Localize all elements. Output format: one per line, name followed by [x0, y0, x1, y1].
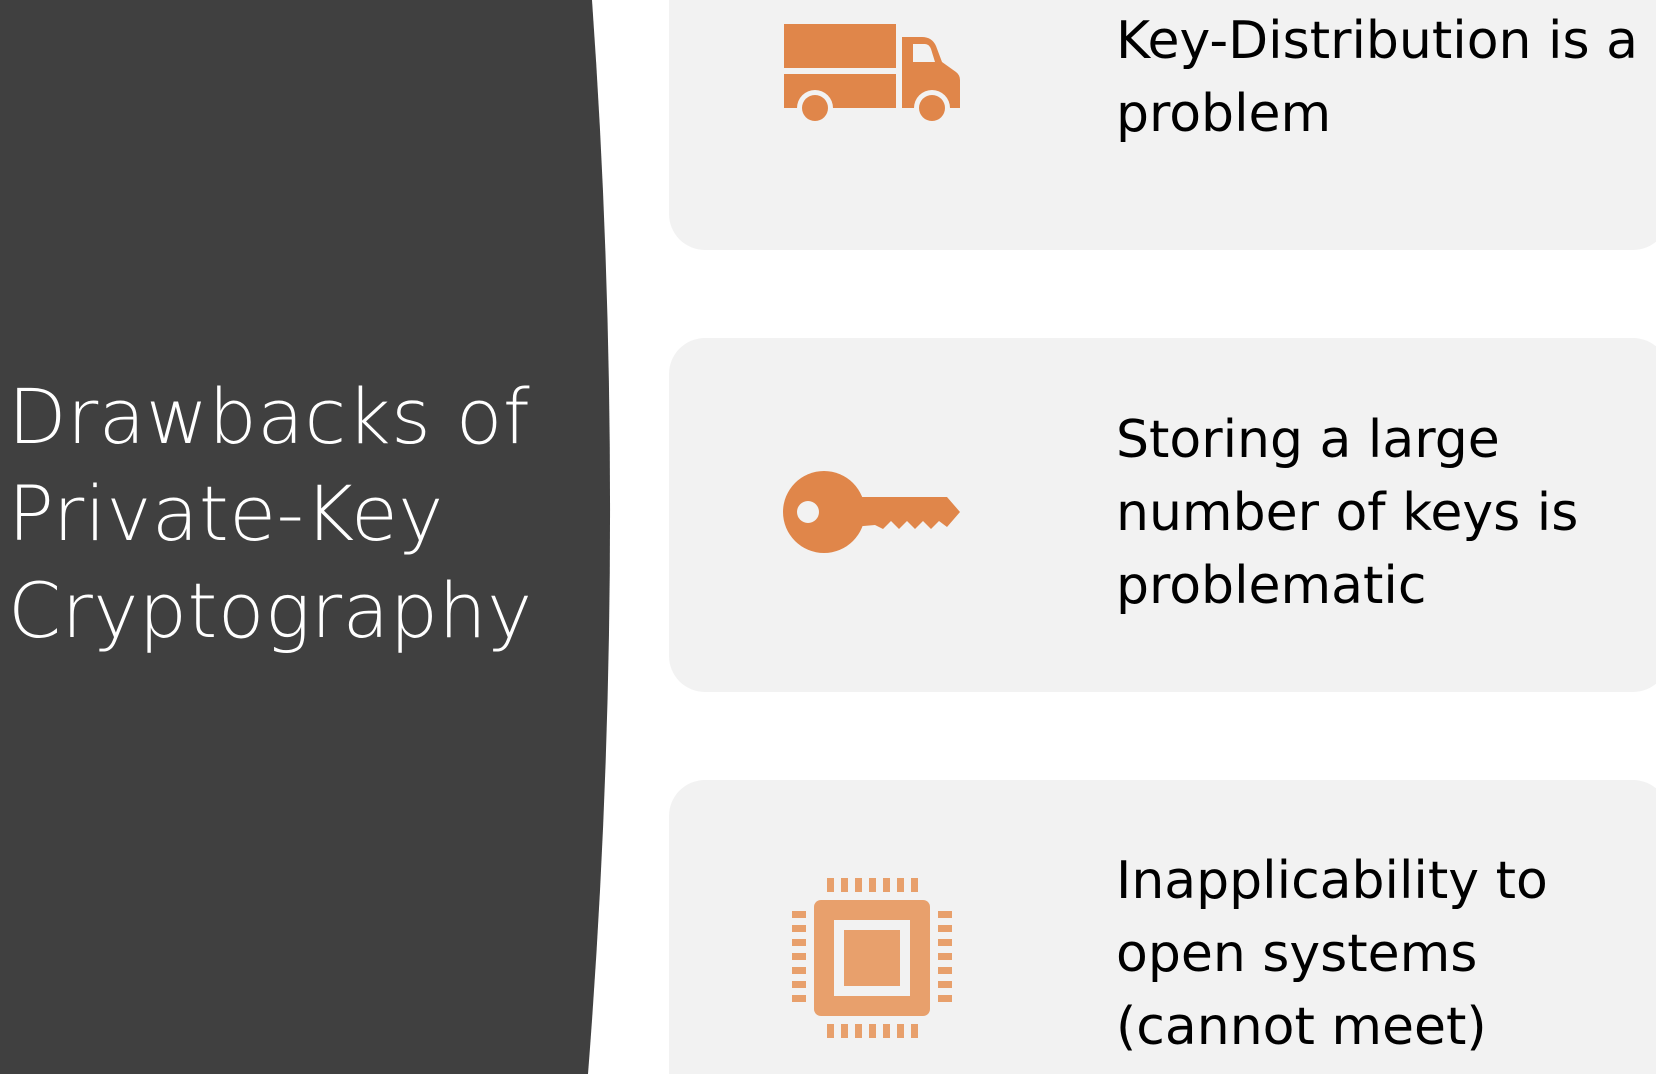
title-panel-background [0, 0, 611, 1074]
drawback-text-line: Storing a large [1116, 410, 1500, 470]
drawback-card-key-storage: Storing a large number of keys is proble… [669, 338, 1656, 692]
processor-chip-icon [792, 878, 952, 1043]
drawback-text-line: problematic [1116, 556, 1427, 616]
drawback-text-line: problem [1116, 84, 1332, 144]
drawback-text-line: open systems [1116, 924, 1478, 984]
drawback-text-line: number of keys is [1116, 483, 1579, 543]
slide-title-line-1: Drawbacks of [8, 372, 531, 461]
slide-title: Drawbacks of Private-Key Cryptography [8, 368, 568, 659]
drawback-card-open-systems: Inapplicability to open systems (cannot … [669, 780, 1656, 1074]
title-panel: Drawbacks of Private-Key Cryptography [0, 0, 640, 1074]
drawback-text-line: Key-Distribution is a [1116, 11, 1638, 71]
drawback-text: Storing a large number of keys is proble… [1116, 404, 1578, 623]
drawback-text-line: (cannot meet) [1116, 997, 1487, 1057]
drawback-text: Inapplicability to open systems (cannot … [1116, 845, 1548, 1064]
slide-title-line-3: Cryptography [8, 566, 533, 655]
drawback-card-key-distribution: Key-Distribution is a problem [669, 0, 1656, 250]
slide-title-line-2: Private-Key [8, 469, 444, 558]
truck-icon [782, 22, 962, 127]
key-icon [782, 469, 962, 564]
drawback-text-line: Inapplicability to [1116, 851, 1548, 911]
drawback-text: Key-Distribution is a problem [1116, 5, 1638, 151]
